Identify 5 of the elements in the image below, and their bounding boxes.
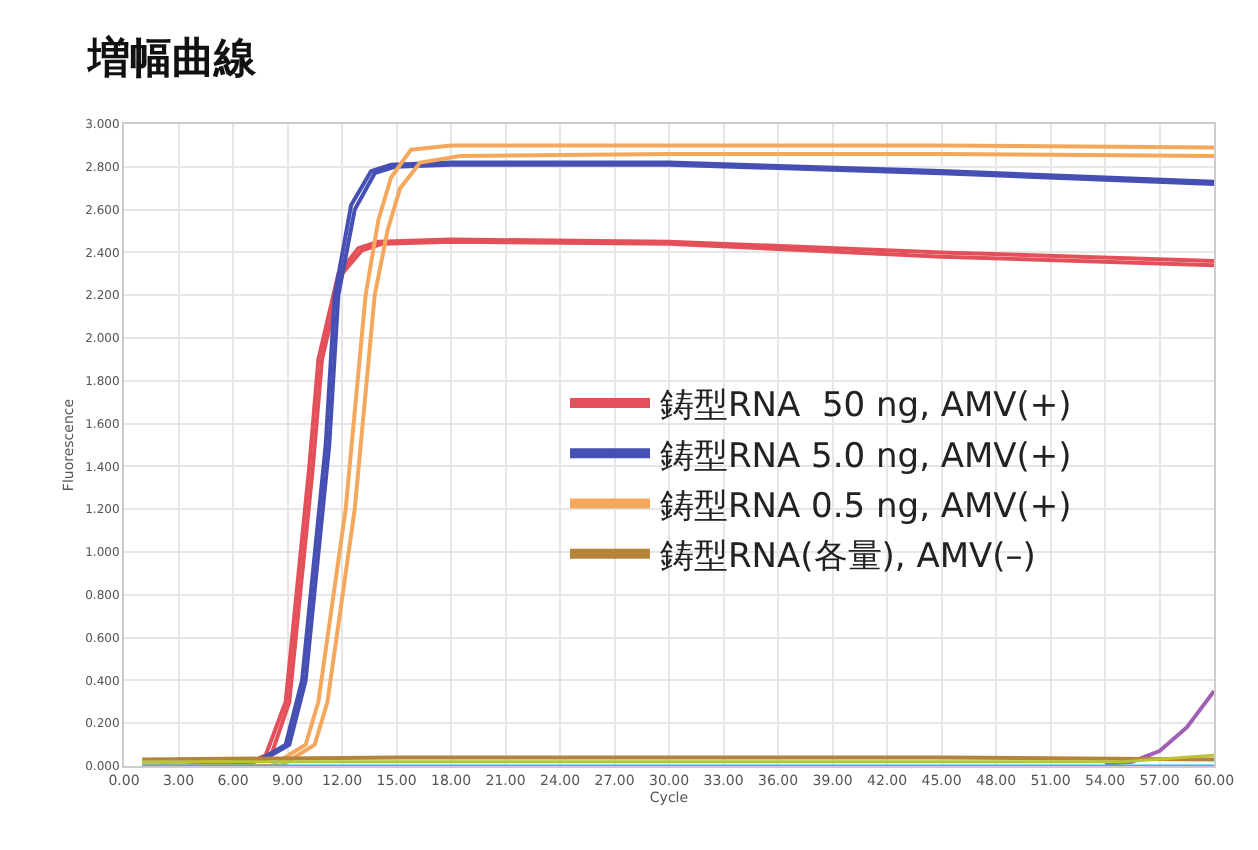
chart-title: 増幅曲線 — [86, 33, 259, 82]
legend-label: 鋳型RNA 0.5 ng, AMV(+) — [660, 486, 1072, 527]
legend-label: 鋳型RNA 5.0 ng, AMV(+) — [660, 436, 1072, 477]
legend-label: 鋳型RNA 50 ng, AMV(+) — [660, 386, 1072, 427]
legend-label: 鋳型RNA(各量), AMV(–) — [660, 536, 1036, 577]
